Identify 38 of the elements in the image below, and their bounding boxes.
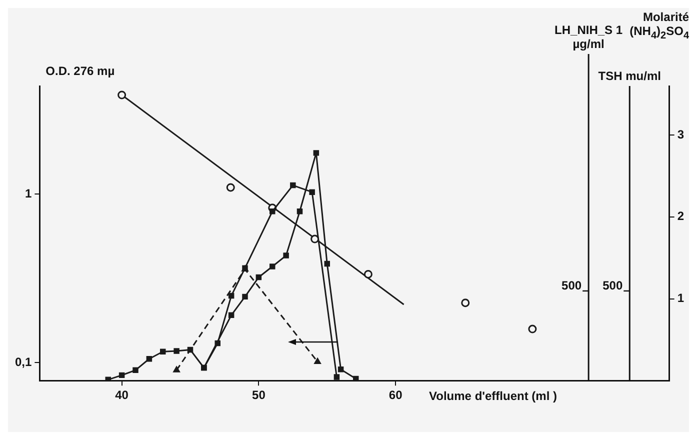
- x-tick-label: 50: [252, 388, 266, 402]
- point: [324, 260, 330, 267]
- point: [105, 376, 111, 381]
- point: [270, 264, 276, 270]
- ref-line-label: LH_NIH_S 1 µg/ml: [554, 23, 624, 51]
- y2-tick-label: 2: [677, 209, 684, 224]
- point: [353, 376, 359, 381]
- point: [290, 182, 296, 188]
- point: [187, 346, 194, 353]
- point: [174, 348, 180, 354]
- point: [146, 356, 152, 362]
- point: [309, 189, 315, 195]
- point: [242, 294, 248, 300]
- y2-tick-label: 1: [677, 291, 684, 306]
- y-tick-label: 0,1: [14, 354, 32, 369]
- point: [296, 208, 303, 214]
- point: [338, 366, 344, 372]
- point: [160, 348, 166, 354]
- point: [173, 366, 180, 372]
- y2-tick-label: 3: [677, 127, 684, 142]
- point: [228, 312, 234, 318]
- annotation: 500: [602, 278, 623, 292]
- y-axis-title: O.D. 276 mµ: [46, 64, 115, 78]
- annotation: 500: [562, 278, 582, 292]
- point: [313, 150, 320, 156]
- x-tick-label: 60: [388, 388, 403, 402]
- y2-axis-title: Molarité (NH$_{4}$)$_{2}$SO$_{4}$: [628, 10, 689, 44]
- point: [256, 274, 262, 280]
- point: [314, 358, 321, 364]
- ref-line-label: TSH mu/ml: [598, 69, 661, 83]
- point: [228, 292, 234, 299]
- x-axis-title: Volume d'effluent (ml ): [429, 388, 557, 403]
- point: [270, 208, 276, 214]
- x-tick-label: 40: [115, 388, 129, 402]
- point: [118, 372, 125, 378]
- point: [334, 374, 340, 380]
- point: [283, 252, 289, 258]
- point: [132, 367, 138, 374]
